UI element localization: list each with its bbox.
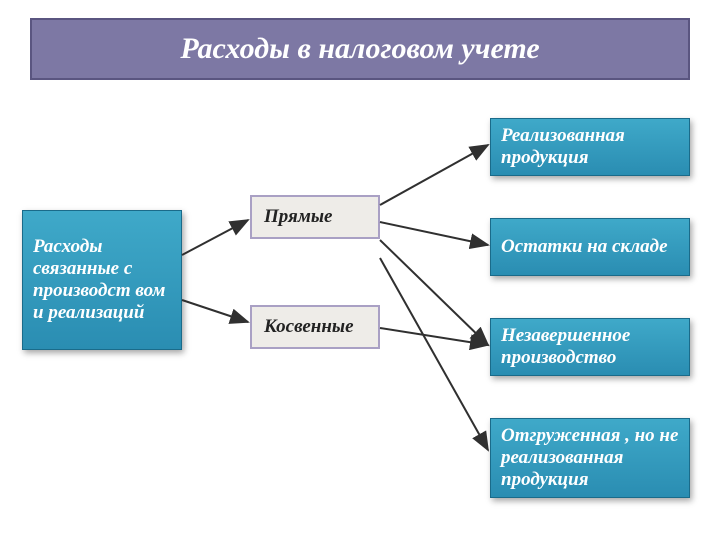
title-bar: Расходы в налоговом учете bbox=[30, 18, 690, 80]
right-box-text: Отгруженная , но не реализованная продук… bbox=[501, 425, 679, 491]
right-box-stock: Остатки на складе bbox=[490, 218, 690, 276]
page-title: Расходы в налоговом учете bbox=[180, 32, 539, 66]
left-box-text: Расходы связанные с производст вом и реа… bbox=[33, 236, 171, 324]
right-box-shipped: Отгруженная , но не реализованная продук… bbox=[490, 418, 690, 498]
mid-box-text: Прямые bbox=[264, 206, 332, 228]
right-box-text: Реализованная продукция bbox=[501, 125, 679, 169]
mid-box-text: Косвенные bbox=[264, 316, 354, 338]
right-box-text: Незавершенное производство bbox=[501, 325, 679, 369]
left-box: Расходы связанные с производст вом и реа… bbox=[22, 210, 182, 350]
mid-box-kosvennye: Косвенные bbox=[250, 305, 380, 349]
right-box-wip: Незавершенное производство bbox=[490, 318, 690, 376]
right-box-realized: Реализованная продукция bbox=[490, 118, 690, 176]
right-box-text: Остатки на складе bbox=[501, 236, 668, 258]
mid-box-pryamye: Прямые bbox=[250, 195, 380, 239]
